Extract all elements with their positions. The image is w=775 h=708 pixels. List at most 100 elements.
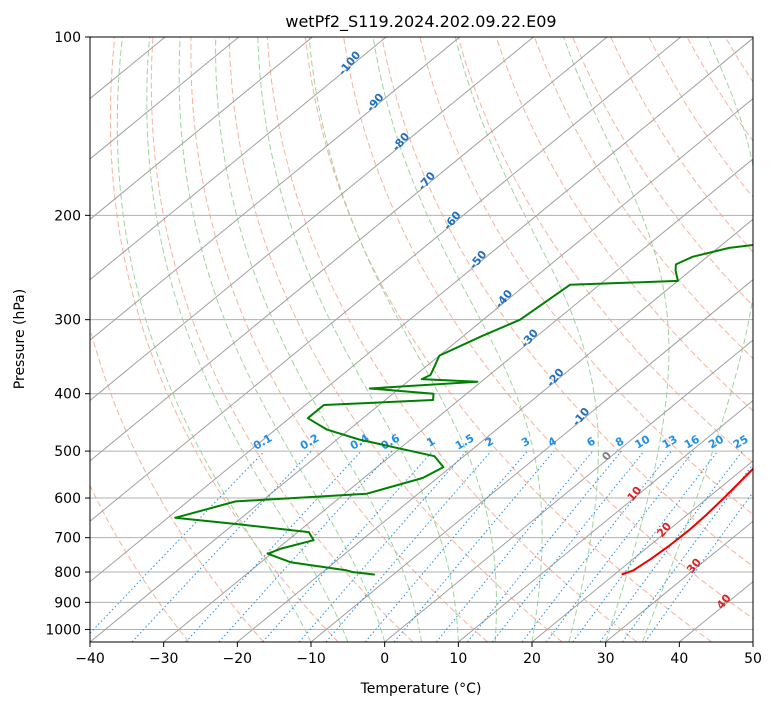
moist-adiabat xyxy=(563,37,670,642)
moist-adiabat xyxy=(642,37,753,642)
isotherm-line xyxy=(90,37,313,220)
dry-adiabat xyxy=(109,37,339,642)
dry-adiabat xyxy=(686,37,753,142)
mixing-ratio-line xyxy=(545,450,694,642)
isotherm-label: -100 xyxy=(336,48,364,78)
isotherm-label: -20 xyxy=(544,366,567,390)
dry-adiabat xyxy=(90,484,190,642)
isotherm-label: 20 xyxy=(654,520,674,540)
mixing-ratio-label: 8 xyxy=(613,435,626,450)
isotherm-line xyxy=(384,339,753,642)
isotherm-label: 10 xyxy=(625,484,645,504)
isotherm-label: -40 xyxy=(492,287,515,311)
x-axis-title: Temperature (°C) xyxy=(360,681,482,697)
dry-adiabat xyxy=(533,37,753,360)
isotherm-line xyxy=(90,97,753,642)
mixing-ratio-line xyxy=(644,491,753,642)
isotherm-label: -90 xyxy=(364,91,387,115)
mixing-ratio-line xyxy=(90,450,265,635)
isotherm-line xyxy=(90,37,534,402)
dry-adiabat xyxy=(90,326,264,642)
isotherm-line xyxy=(90,37,608,462)
mixing-ratio-label: 0.1 xyxy=(251,432,274,453)
isotherm-label: 30 xyxy=(684,556,704,576)
isotherm-line xyxy=(237,218,753,642)
dry-adiabat xyxy=(190,37,488,642)
dry-adiabat xyxy=(381,37,753,568)
dry-adiabat xyxy=(304,37,712,642)
mixing-ratio-line xyxy=(572,450,719,642)
moist-adiabat xyxy=(308,37,497,642)
mixing-ratio-label: 3 xyxy=(519,435,532,450)
mixing-ratio-line xyxy=(262,450,434,642)
isotherm-line xyxy=(90,37,240,160)
dry-adiabat xyxy=(150,37,414,642)
mixing-ratio-label: 6 xyxy=(585,434,598,449)
temperature-line xyxy=(621,467,753,576)
background-lines xyxy=(90,37,775,642)
y-tick-label: 500 xyxy=(54,444,81,460)
mixing-ratio-label: 25 xyxy=(731,433,751,452)
mixing-ratio-line xyxy=(218,450,393,642)
isotherm-line xyxy=(163,158,753,642)
y-tick-label: 600 xyxy=(54,491,81,507)
isotherm-label: -50 xyxy=(467,248,490,272)
sounding-series xyxy=(174,244,753,576)
x-tick-label: 30 xyxy=(597,651,615,667)
mixing-ratio-label: 20 xyxy=(706,432,726,451)
isotherm-label: -70 xyxy=(415,169,438,193)
mixing-ratio-line xyxy=(131,450,312,642)
x-tick-label: −20 xyxy=(223,651,253,667)
dewpoint-line xyxy=(174,244,753,576)
moist-adiabat xyxy=(215,37,422,642)
y-tick-label: 900 xyxy=(54,595,81,611)
y-tick-label: 100 xyxy=(54,30,81,46)
moist-adiabat xyxy=(257,37,459,642)
x-tick-label: −10 xyxy=(296,651,326,667)
dry-adiabat xyxy=(419,37,753,516)
isotherm-line xyxy=(458,399,753,642)
dry-adiabat xyxy=(266,37,638,642)
x-tick-label: −40 xyxy=(75,651,105,667)
isotherm-line xyxy=(605,520,753,642)
mixing-ratio-line xyxy=(621,463,753,642)
dry-adiabat xyxy=(228,37,563,642)
dry-adiabat xyxy=(648,37,753,199)
isotherm-label: -60 xyxy=(441,208,464,232)
x-tick-label: 0 xyxy=(380,651,389,667)
dry-adiabat xyxy=(610,37,753,253)
moist-adiabat xyxy=(454,37,599,642)
mixing-ratio-label: 0.2 xyxy=(298,432,321,453)
y-tick-label: 200 xyxy=(54,208,81,224)
x-axis: −40 −30 −20 −10 0 10 20 30 40 50 xyxy=(75,642,762,667)
isotherm-line xyxy=(90,37,387,281)
mixing-ratio-line xyxy=(364,450,528,642)
chart-title: wetPf2_S119.2024.202.09.22.E09 xyxy=(285,12,556,32)
y-tick-label: 700 xyxy=(54,531,81,547)
isotherm-line xyxy=(679,580,753,642)
moist-adiabat xyxy=(146,37,349,642)
isotherm-label: -80 xyxy=(390,130,413,154)
mixing-ratio-line xyxy=(436,450,594,642)
x-tick-label: 50 xyxy=(744,651,762,667)
y-tick-label: 300 xyxy=(54,313,81,329)
mixing-ratio-label: 16 xyxy=(682,432,702,451)
y-axis-title: Pressure (hPa) xyxy=(12,289,28,389)
isotherm-line xyxy=(90,37,753,583)
mixing-ratio-line xyxy=(393,450,555,642)
mixing-ratio-label: 30 xyxy=(751,432,771,451)
mixing-ratio-line xyxy=(467,450,622,642)
moist-adiabat xyxy=(178,37,386,642)
isotherm-line xyxy=(310,279,753,642)
mixing-ratio-label: 10 xyxy=(633,432,653,451)
y-axis: 100 200 300 400 500 600 700 800 900 1000 xyxy=(45,30,90,638)
dry-adiabat xyxy=(763,37,775,642)
mixing-ratio-label: 1 xyxy=(424,435,437,450)
mixing-ratio-line xyxy=(185,450,362,642)
isotherm-label: 40 xyxy=(714,591,734,611)
x-tick-label: 20 xyxy=(523,651,541,667)
plot-frame xyxy=(89,36,754,643)
isotherm-label: -30 xyxy=(518,326,541,350)
moist-adiabat xyxy=(372,37,543,642)
